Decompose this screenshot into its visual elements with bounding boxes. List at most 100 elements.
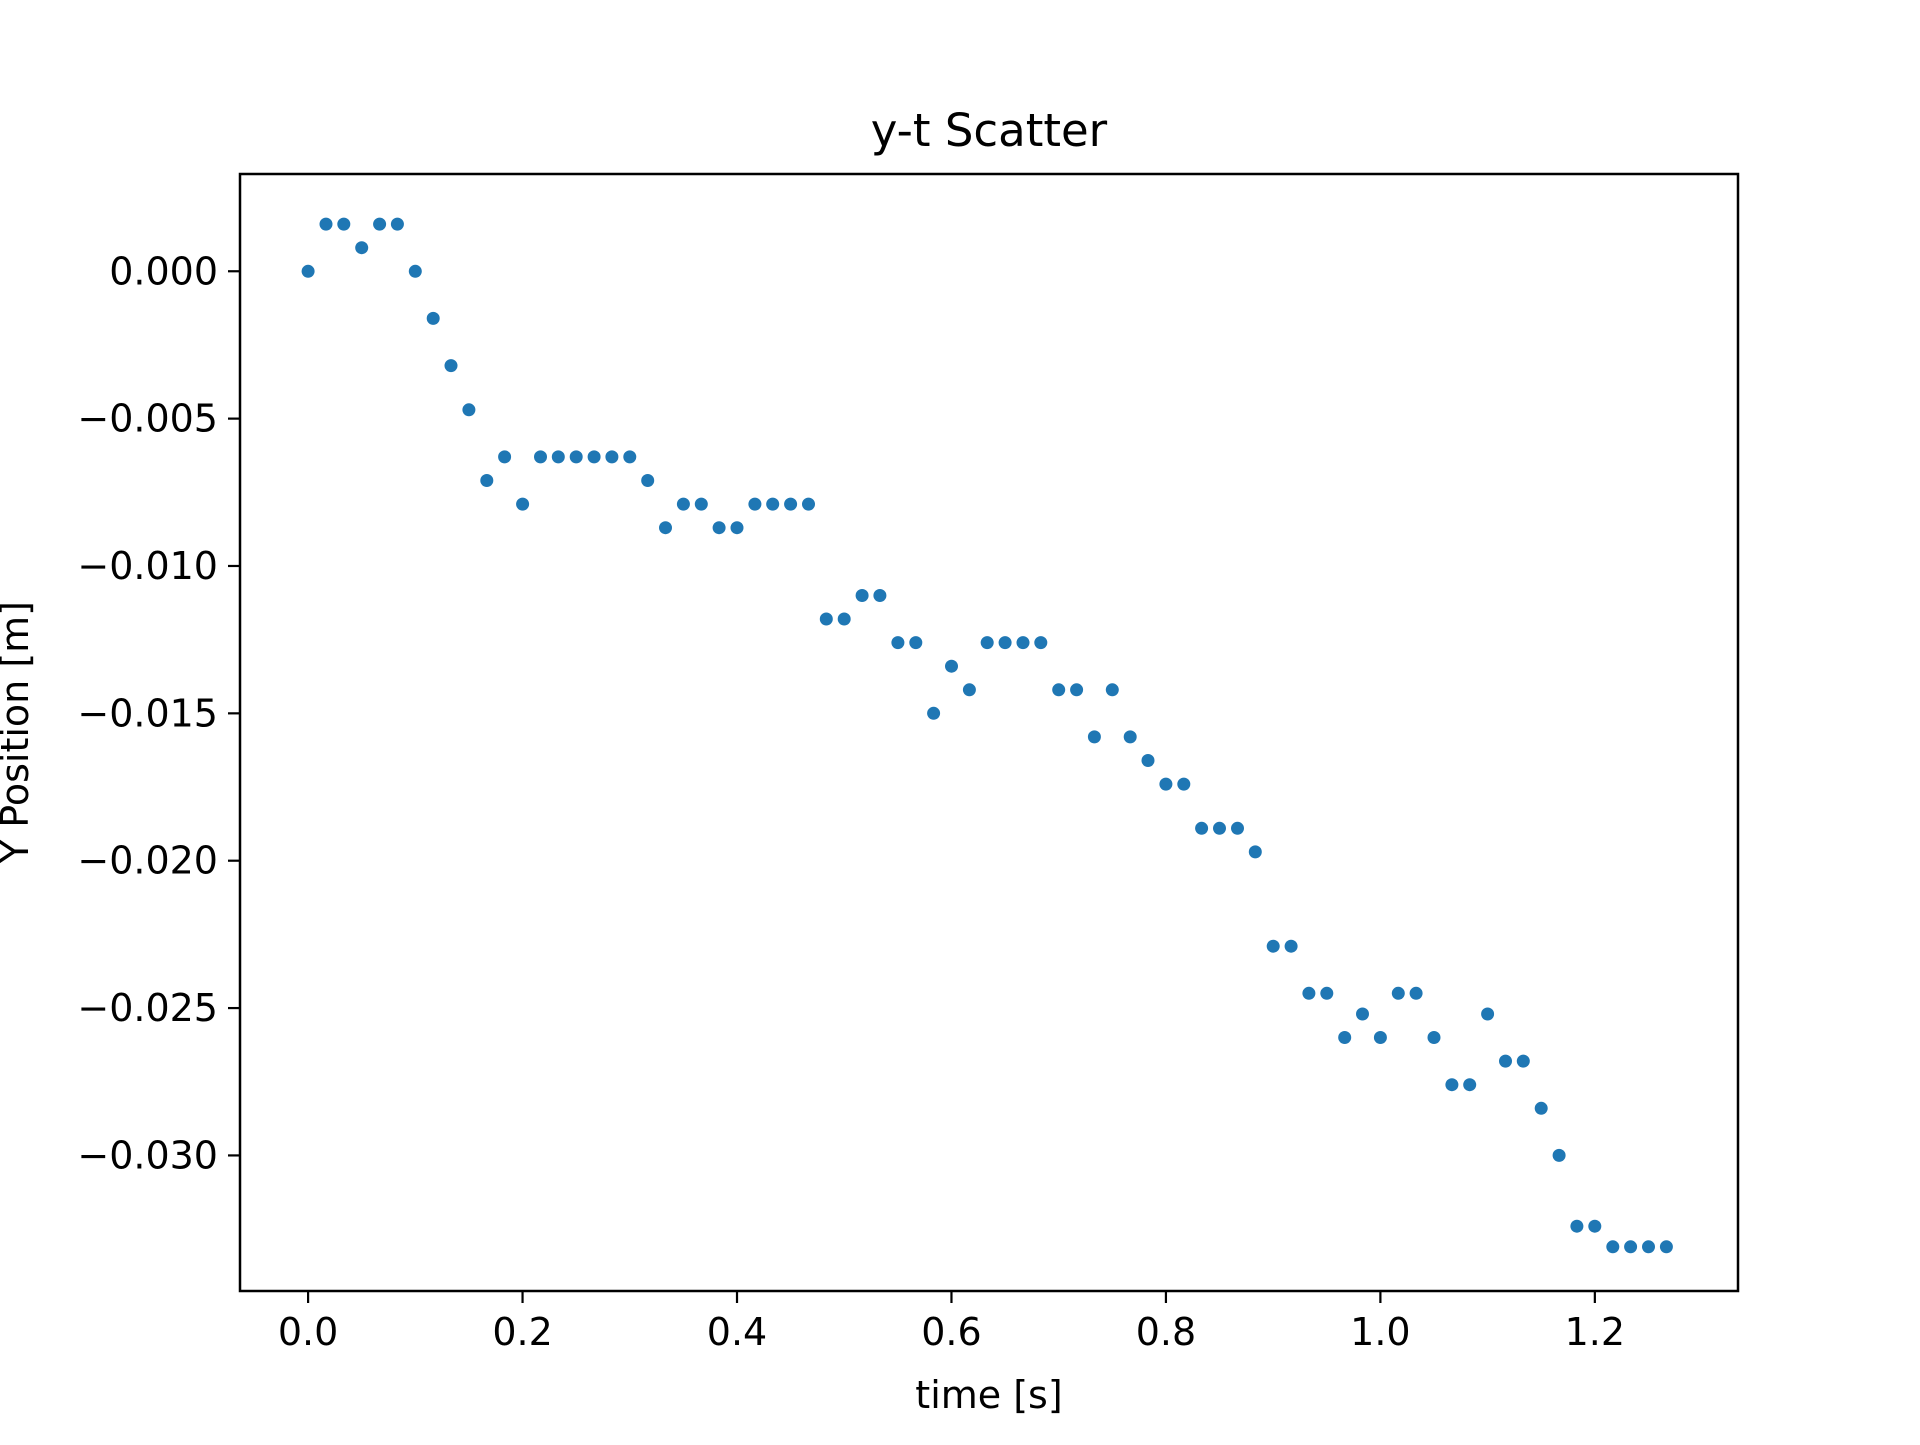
data-point [1302,986,1316,1000]
x-tick-label: 0.0 [278,1310,338,1354]
scatter-points [301,217,1673,1254]
data-point [1231,821,1244,835]
x-axis-ticks: 0.0 0.2 0.4 0.6 0.8 1.0 1.2 [278,1291,1625,1354]
data-point [927,706,941,720]
data-point [730,521,744,535]
x-tick-label: 1.0 [1350,1310,1410,1354]
data-point [1034,636,1048,650]
data-point [551,450,565,464]
data-point [1659,1240,1673,1254]
data-point [1445,1078,1459,1092]
x-tick-label: 0.6 [921,1310,981,1354]
data-point [891,636,905,650]
data-point [408,264,422,278]
y-tick-label: −0.005 [77,397,218,441]
data-point [873,589,887,602]
data-point [462,403,476,417]
y-tick-label: −0.020 [77,839,218,883]
data-point [998,636,1012,650]
y-tick-label: 0.000 [109,249,218,293]
x-axis-label: time [s] [915,1373,1062,1417]
data-point [1409,986,1423,1000]
data-point [766,497,780,511]
y-tick-label: −0.015 [77,691,218,735]
data-point [569,450,583,464]
data-point [1141,754,1155,767]
data-point [1195,821,1209,835]
data-point [980,636,994,650]
data-point [676,497,690,511]
data-point [623,450,637,464]
data-point [962,683,976,697]
data-point [837,612,851,626]
data-point [319,217,333,231]
data-point [1481,1007,1495,1021]
data-point [1284,939,1298,953]
y-tick-label: −0.010 [77,544,218,588]
data-point [587,450,601,464]
data-point [1588,1219,1602,1233]
y-axis-label: Y Position [m] [0,601,37,864]
data-point [1266,939,1280,953]
data-point [1123,730,1137,744]
data-point [1338,1031,1352,1044]
data-point [516,497,530,511]
data-point [1570,1219,1584,1233]
x-tick-label: 1.2 [1565,1310,1625,1354]
x-tick-label: 0.4 [707,1310,767,1354]
data-point [498,450,512,464]
data-point [1624,1240,1638,1254]
data-point [426,311,440,325]
data-point [480,474,494,487]
data-point [659,521,672,535]
data-point [605,450,619,464]
y-axis-ticks: 0.000 −0.005 −0.010 −0.015 −0.020 −0.025 −0.03… [77,249,240,1177]
data-point [1427,1031,1441,1044]
data-point [909,636,923,650]
data-point [694,497,708,511]
data-point [1356,1007,1369,1021]
chart-title: y-t Scatter [871,104,1108,157]
x-tick-label: 0.2 [492,1310,552,1354]
data-point [748,497,762,511]
data-point [819,612,833,626]
data-point [802,497,815,511]
y-tick-label: −0.030 [77,1133,218,1177]
data-point [1534,1101,1548,1115]
data-point [712,521,726,535]
x-tick-label: 0.8 [1136,1310,1196,1354]
data-point [1159,777,1173,791]
data-point [945,659,958,673]
plot-frame [238,172,1740,1293]
data-point [301,264,315,278]
data-point [337,217,351,231]
data-point [355,241,369,255]
data-point [1052,683,1066,697]
data-point [1606,1240,1620,1254]
data-point [1087,730,1101,744]
data-point [641,474,655,487]
data-point [1499,1054,1512,1068]
data-point [1642,1240,1655,1254]
data-point [1373,1031,1387,1044]
data-point [1213,821,1226,835]
data-point [1016,636,1030,650]
data-point [855,589,869,602]
data-point [1463,1078,1477,1092]
data-point [373,217,387,231]
y-tick-label: −0.025 [77,986,218,1030]
data-point [1391,986,1405,1000]
data-point [1320,986,1334,1000]
data-point [1248,845,1262,859]
data-point [390,217,404,231]
data-point [534,450,547,464]
data-point [784,497,798,511]
data-point [1177,777,1191,791]
data-point [1516,1054,1530,1068]
data-point [1070,683,1084,697]
data-point [444,359,458,373]
data-point [1552,1148,1566,1162]
